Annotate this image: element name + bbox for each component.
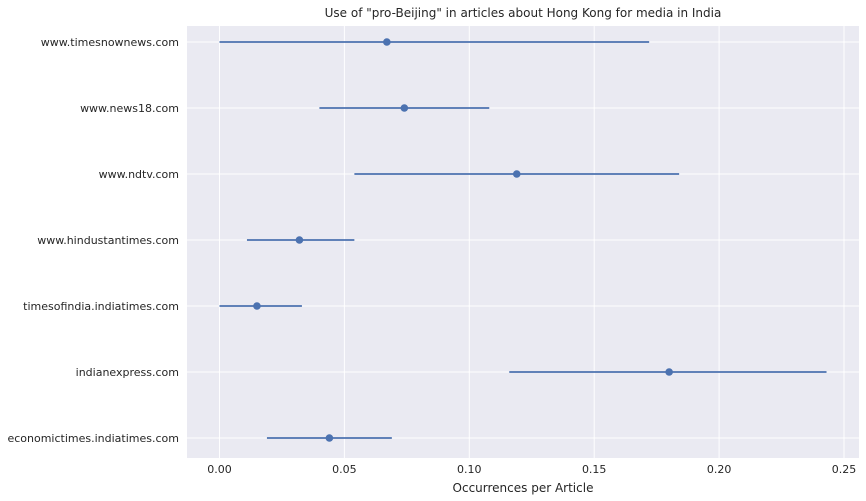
y-tick-label: www.news18.com (80, 102, 179, 115)
y-tick-label: www.hindustantimes.com (37, 234, 179, 247)
plot-area (187, 26, 859, 458)
y-tick-label: www.timesnownews.com (41, 36, 179, 49)
y-tick-label: www.ndtv.com (99, 168, 179, 181)
x-tick-label: 0.00 (207, 463, 232, 476)
data-series (219, 38, 827, 442)
x-axis-label: Occurrences per Article (453, 481, 594, 495)
data-point (253, 302, 261, 310)
data-point (512, 170, 521, 178)
y-tick-label: timesofindia.indiatimes.com (23, 300, 179, 313)
data-point (295, 236, 304, 244)
x-axis-tick-labels: 0.00 0.05 0.10 0.15 0.20 0.25 (207, 463, 856, 476)
x-tick-label: 0.15 (582, 463, 607, 476)
y-axis-tick-labels: www.timesnownews.com www.news18.com www.nd… (7, 36, 179, 445)
y-tick-label: economictimes.indiatimes.com (7, 432, 179, 445)
y-tick-label: indianexpress.com (76, 366, 179, 379)
data-point (325, 434, 334, 442)
chart-title: Use of "pro-Beijing" in articles about H… (325, 6, 722, 20)
x-tick-label: 0.10 (457, 463, 482, 476)
x-tick-label: 0.05 (332, 463, 357, 476)
data-point (665, 368, 673, 376)
data-point (400, 104, 409, 112)
data-point (383, 38, 391, 46)
x-tick-label: 0.20 (707, 463, 732, 476)
x-tick-label: 0.25 (832, 463, 857, 476)
